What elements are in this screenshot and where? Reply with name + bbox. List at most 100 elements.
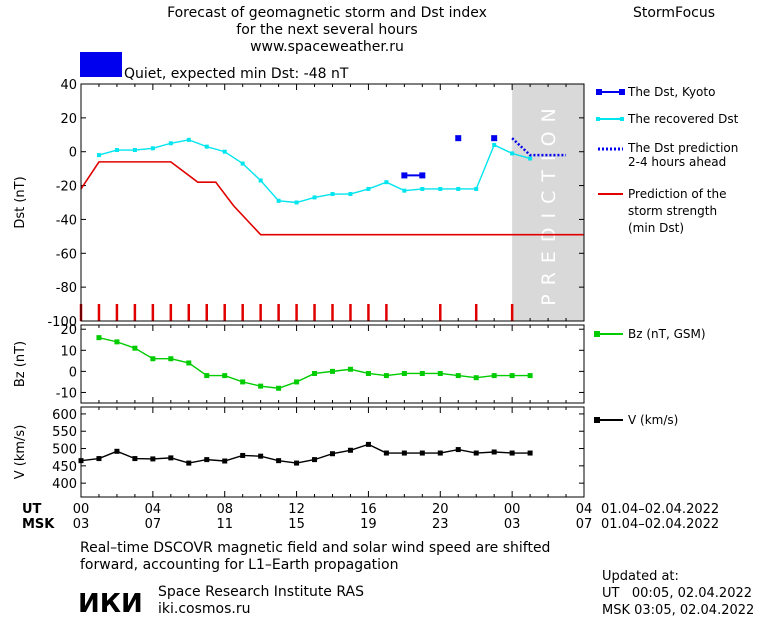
v-point	[527, 450, 533, 456]
updated-ut: UT 00:05, 02.04.2022	[602, 586, 752, 601]
msk-date-range: 01.04–02.04.2022	[601, 517, 719, 532]
v-point	[312, 457, 318, 463]
bz-point	[222, 373, 228, 379]
msk-tick-label: 23	[432, 517, 449, 532]
bz-ytick-label: 10	[60, 344, 77, 359]
dst-ytick-label: -60	[56, 247, 77, 262]
v-point	[294, 460, 300, 466]
iki-logo: ИКИ	[78, 589, 143, 619]
msk-label: MSK	[22, 517, 55, 532]
v-point	[186, 460, 192, 466]
ut-tick-label: 12	[288, 502, 305, 517]
recovered-dst-point	[510, 151, 515, 156]
v-point	[491, 449, 497, 455]
legend-kyoto-marker-right	[619, 89, 625, 95]
v-ytick-label: 500	[52, 443, 77, 458]
v-point	[276, 458, 282, 464]
msk-tick-label: 07	[145, 517, 162, 532]
bz-panel: 20 10 0 -10 Bz (nT)	[13, 323, 585, 404]
kyoto-dst-point	[401, 172, 408, 179]
msk-tick-label: 07	[576, 517, 593, 532]
bz-point	[96, 335, 102, 341]
recovered-dst-point	[312, 195, 317, 200]
bz-point	[294, 379, 300, 385]
v-point	[330, 451, 335, 457]
legend-prediction-text-line2: 2-4 hours ahead	[628, 155, 726, 169]
bz-point	[383, 373, 389, 379]
kyoto-dst-point	[419, 172, 426, 179]
v-point	[455, 447, 461, 453]
v-axes: 600 550 500 450 400	[52, 407, 585, 497]
ut-tick-label: 00	[504, 502, 521, 517]
bz-point	[114, 339, 120, 345]
bz-point	[258, 383, 264, 389]
v-series	[78, 441, 533, 466]
recovered-dst-point	[258, 178, 263, 183]
status-text: Quiet, expected min Dst: -48 nT	[124, 66, 349, 82]
dst-ytick-label: -80	[56, 281, 77, 296]
bz-point	[168, 356, 174, 362]
bz-point	[276, 385, 282, 391]
status-color-swatch	[80, 52, 122, 77]
footer-note-line1: Real–time DSCOVR magnetic field and sola…	[80, 540, 550, 556]
bz-point	[347, 366, 353, 372]
recovered-dst-point	[222, 149, 227, 154]
v-point	[258, 453, 264, 459]
v-point	[383, 450, 389, 456]
ut-tick-label: 04	[145, 502, 162, 517]
dst-prediction-line	[511, 137, 567, 157]
v-point	[401, 450, 407, 456]
recovered-dst-point	[528, 156, 533, 161]
bz-point	[473, 375, 479, 381]
legend-kyoto-marker-left	[596, 89, 602, 95]
footer-note-line2: forward, accounting for L1–Earth propaga…	[80, 557, 399, 573]
v-ytick-label: 600	[52, 408, 77, 423]
storm-strength-line	[80, 161, 584, 236]
bz-point	[527, 373, 533, 379]
recovered-dst-point	[456, 186, 461, 191]
msk-tick-label: 19	[360, 517, 377, 532]
legend-bz-text: Bz (nT, GSM)	[628, 327, 706, 341]
updated-msk: MSK 03:05, 02.04.2022	[602, 603, 754, 618]
bz-line	[98, 336, 531, 389]
dst-axes: 40 20 0 -20 -40 -60 -80 -100	[47, 78, 585, 330]
v-point	[509, 450, 515, 456]
chart-title-line1: Forecast of geomagnetic storm and Dst in…	[167, 5, 487, 21]
recovered-dst-point	[204, 144, 209, 149]
recovered-dst-point	[474, 186, 479, 191]
legend-v-marker	[594, 417, 600, 423]
ut-tick-label: 20	[432, 502, 449, 517]
bz-ytick-label: 0	[69, 365, 77, 380]
recovered-dst-point	[348, 192, 353, 197]
v-point	[168, 455, 174, 461]
dst-panel: PREDICTION 40 20 0 -20 -40 -60 -80 -100 Dst (nT…	[13, 78, 585, 330]
prediction-label: PREDICTION	[538, 99, 560, 306]
brand-name: StormFocus	[633, 5, 715, 21]
bz-point	[419, 370, 425, 376]
v-point	[114, 448, 120, 454]
updated-label: Updated at:	[602, 569, 679, 584]
bz-ytick-label: 20	[60, 323, 77, 338]
recovered-dst-line	[98, 139, 531, 204]
recovered-dst-point	[330, 192, 335, 197]
recovered-dst-point	[168, 141, 173, 146]
bz-point	[330, 368, 335, 374]
v-point	[204, 457, 210, 463]
recovered-dst-point	[186, 137, 191, 142]
recovered-dst-point	[114, 148, 119, 153]
bz-plot-frame	[80, 324, 585, 404]
kyoto-dst-point	[491, 135, 498, 142]
dst-ytick-label: -40	[56, 213, 77, 228]
institute-name: Space Research Institute RAS	[158, 584, 364, 600]
bz-point	[491, 373, 497, 379]
legend-kyoto-text: The Dst, Kyoto	[627, 85, 715, 99]
recovered-dst-point	[294, 200, 299, 205]
bz-axes: 20 10 0 -10	[56, 323, 585, 403]
bz-point	[437, 370, 443, 376]
dst-y-axis-label: Dst (nT)	[13, 176, 28, 228]
institute-url: iki.cosmos.ru	[158, 601, 250, 617]
v-ytick-label: 450	[52, 460, 77, 475]
source-url: www.spaceweather.ru	[250, 39, 404, 55]
kyoto-dst-point	[455, 135, 462, 142]
